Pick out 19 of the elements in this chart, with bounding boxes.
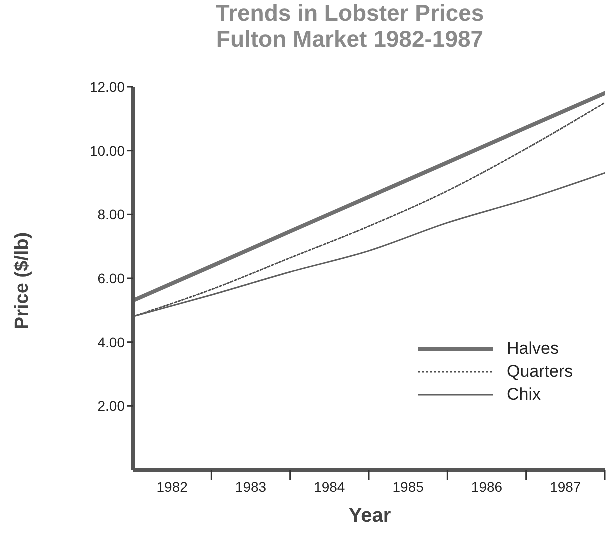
x-tick-label: 1985 [392, 479, 424, 495]
x-tick-label: 1987 [550, 479, 582, 495]
x-tick-label: 1982 [156, 479, 188, 495]
x-tick-label: 1983 [235, 479, 267, 495]
y-axis-title: Price ($/lb) [12, 231, 34, 332]
x-tick-label: 1984 [314, 479, 346, 495]
y-tick-label: 10.00 [90, 142, 126, 159]
y-tick-label: 4.00 [98, 334, 126, 350]
chart-title: Trends in Lobster Prices [214, 0, 486, 26]
legend-label: Quarters [507, 362, 574, 382]
y-tick-label: 6.00 [98, 270, 126, 286]
legend-label: Halves [507, 338, 559, 358]
legend-label: Chix [507, 384, 542, 404]
x-axis-title: Year [348, 505, 392, 528]
x-tick-label: 1986 [471, 479, 503, 495]
y-tick-label: 2.00 [98, 398, 126, 414]
y-tick-label: 8.00 [98, 206, 126, 223]
y-tick-label: 12.00 [90, 79, 126, 95]
chart-subtitle: Fulton Market 1982-1987 [215, 26, 485, 52]
